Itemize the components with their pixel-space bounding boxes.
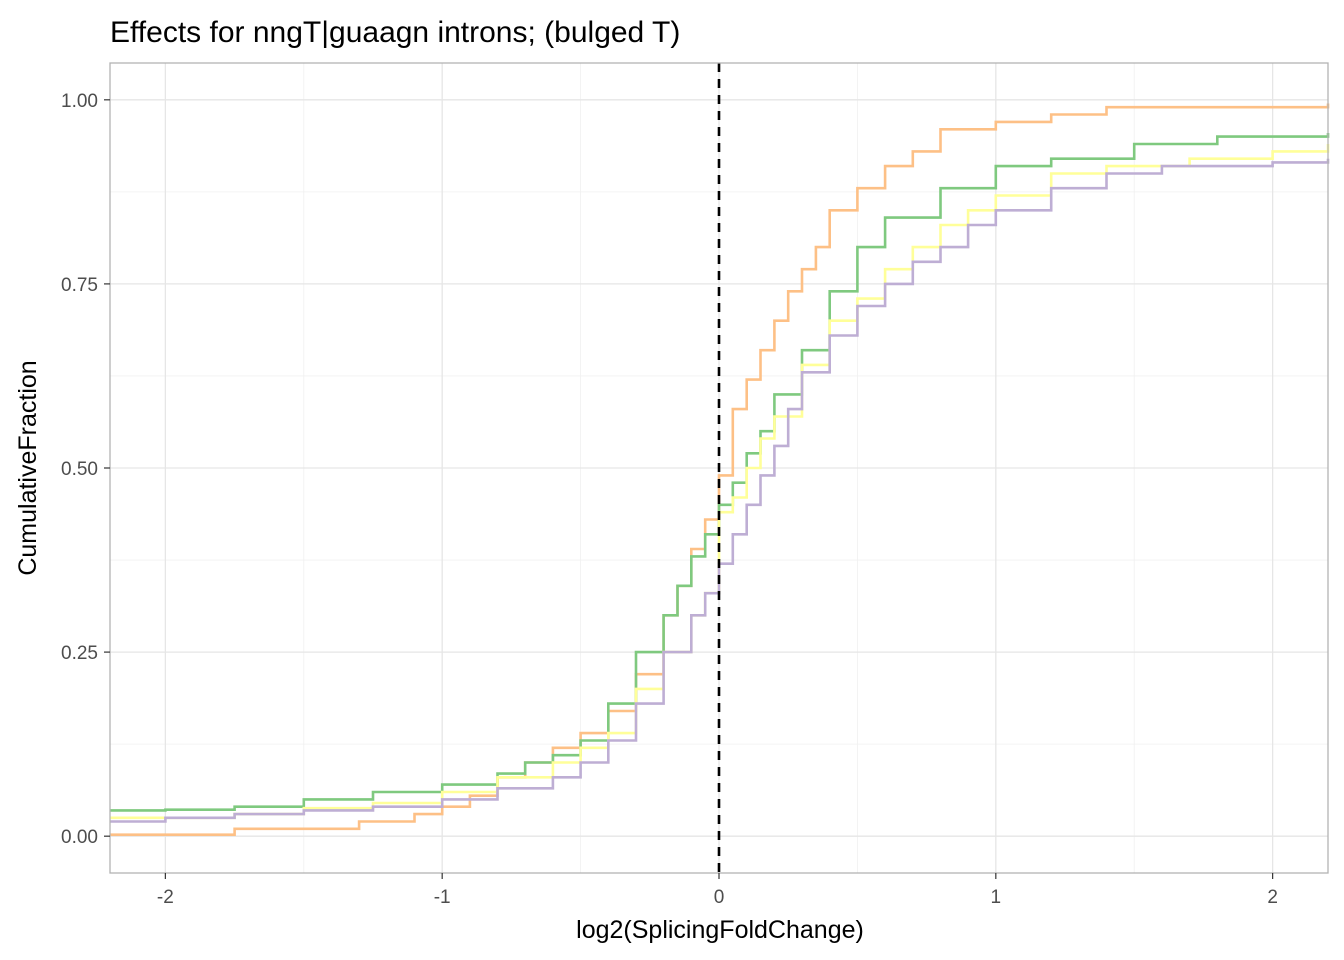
x-axis-title: log2(SplicingFoldChange) [576, 916, 864, 944]
y-tick-label: 1.00 [61, 91, 98, 112]
chart-title: Effects for nngT|guaagn introns; (bulged… [110, 16, 680, 49]
y-axis: 0.00 0.25 0.50 0.75 1.00 [61, 91, 110, 848]
x-tick-label: 2 [1267, 887, 1278, 908]
series-line-1 [110, 103, 1330, 836]
series-line-3 [110, 144, 1330, 820]
series-line-2 [110, 133, 1330, 812]
series-line-4 [110, 158, 1330, 823]
y-axis-title: CumulativeFraction [14, 360, 42, 575]
y-tick-label: 0.50 [61, 459, 98, 480]
x-tick-label: -2 [157, 887, 174, 908]
y-tick-label: 0.00 [61, 827, 98, 848]
x-tick-label: 1 [991, 887, 1002, 908]
x-tick-label: -1 [434, 887, 451, 908]
y-tick-label: 0.25 [61, 643, 98, 664]
series-layer [110, 103, 1330, 836]
y-tick-label: 0.75 [61, 275, 98, 296]
x-tick-label: 0 [714, 887, 725, 908]
x-axis: -2 -1 0 1 2 [157, 873, 1278, 908]
